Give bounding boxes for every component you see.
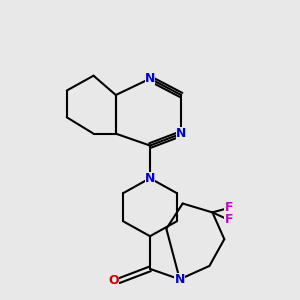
Text: N: N: [145, 72, 155, 85]
Text: N: N: [176, 127, 186, 140]
Text: F: F: [224, 202, 233, 214]
Text: O: O: [108, 274, 119, 287]
Text: N: N: [145, 172, 155, 185]
Text: F: F: [224, 213, 233, 226]
Text: N: N: [175, 273, 185, 286]
